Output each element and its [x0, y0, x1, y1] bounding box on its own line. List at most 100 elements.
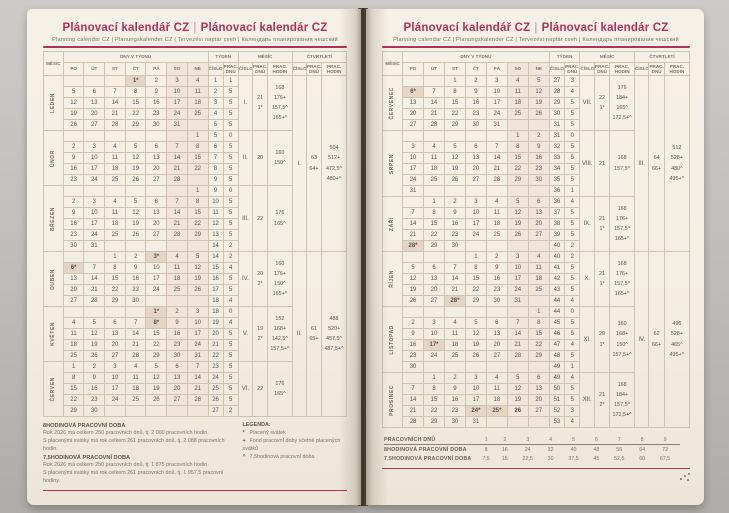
day-cell [104, 306, 126, 319]
day-cell: 3 [485, 75, 508, 88]
day-cell: 4 [485, 196, 508, 209]
week-workdays-cell: 5 [564, 383, 581, 396]
day-cell [506, 240, 529, 253]
day-cell: 11 [166, 262, 188, 275]
heading-75h: 7,5HODINOVÁ PRACOVNÍ DOBA [43, 454, 131, 461]
week-row: KVĚTEN 1* 2 3 18 0 V. 19 2* 152 168+ 142,5^ 157,5+^ [43, 306, 347, 363]
line-75h-b: S placenými svátky má rok celkem 261 pra… [43, 469, 224, 484]
month-workdays-cell: 21 1* [593, 251, 611, 308]
day-cell: 6 [464, 141, 487, 154]
day-cell [402, 130, 425, 143]
quarter-number-cell: IV. [633, 251, 650, 429]
day-cell: 13 [145, 152, 168, 165]
day-cell: 11 [423, 152, 445, 165]
day-cell: 20 [402, 108, 425, 121]
quarter-group-header: ČTVRTLETÍ [291, 50, 348, 63]
day-cell: 6 [527, 196, 550, 209]
day-cell: 11 [104, 207, 126, 220]
day-cell [527, 240, 550, 253]
week-row: 6* 7 8 9 10 11 12 15 4 [44, 262, 347, 275]
day-cell: 26 [83, 350, 106, 363]
day-cell: 16 [464, 97, 487, 110]
week-number-cell: 25 [207, 383, 224, 396]
month-workhours-cell: 152 168+ 142,5^ 157,5+^ [267, 306, 293, 363]
day-cell: 17 [83, 163, 106, 176]
day-cell: 12 [443, 152, 466, 165]
week-workdays-cell: 5 [222, 86, 239, 99]
day-cell: 18 [485, 394, 508, 407]
day-cell: 8 [423, 207, 445, 220]
day-cell: 23 [443, 405, 466, 418]
day-cell: 26 [527, 108, 550, 121]
day-cell: 22 [423, 405, 445, 418]
day-cell: 19 [124, 218, 147, 231]
month-number-header: ČÍSLO [237, 61, 254, 77]
day-cell: 18 [104, 218, 126, 231]
day-cell: 6 [83, 86, 106, 99]
day-cell: 3 [464, 196, 487, 209]
week-workdays-cell: 4 [564, 196, 581, 209]
week-number-cell: 24 [207, 372, 224, 385]
day-cell: 7 [443, 262, 466, 275]
day-cell: 1 [527, 306, 550, 319]
week-row: 9 10 11 12 13 14 15 11 5 [44, 207, 347, 220]
day-cell: 19 [83, 339, 106, 352]
week-workdays-cell: 2 [564, 240, 581, 253]
week-workdays-cell: 3 [564, 405, 581, 418]
quarter-workdays-header: PRAC. DNŮ [305, 61, 323, 77]
week-number-cell: 41 [548, 262, 566, 275]
day-cell: 7 [104, 86, 126, 99]
day-cell: 14 [485, 152, 508, 165]
day-cell [402, 306, 425, 319]
week-workdays-cell: 5 [564, 119, 581, 132]
day-cell [124, 130, 147, 143]
day-cell [423, 185, 445, 198]
quarter-workdays-cell: 62 66+ [648, 251, 665, 429]
day-cell: 16 [83, 383, 106, 396]
day-cell: 30 [166, 350, 188, 363]
calendar-table: MĚSÍC DNY V TÝDNU TÝDEN MĚSÍC ČTVRTLETÍ PO ÚT S… [381, 50, 691, 429]
day-cell: 27 [527, 405, 550, 418]
day-cell: 23 [83, 394, 106, 407]
day-cell: 1 [62, 361, 85, 374]
day-cell: 26 [124, 229, 147, 242]
day-cell: 9 [402, 328, 425, 341]
day-cell: 23 [485, 284, 508, 297]
week-row: 9 10 11 12 13 14 15 46 5 [383, 328, 690, 341]
week-row: 12 13 14 15 16 17 18 42 5 [383, 273, 690, 286]
day-cell [186, 295, 209, 308]
week-workdays-cell: 5 [564, 152, 581, 165]
day-cell [83, 251, 106, 264]
day-cell: 14 [423, 97, 445, 110]
day-cell: 13 [464, 152, 487, 165]
week-number-cell: 5 [207, 119, 224, 132]
week-workdays-cell: 5 [564, 97, 581, 110]
week-row: 16 17* 18 19 20 21 22 47 4 [383, 339, 690, 352]
day-cell: 9 [527, 141, 550, 154]
day-cell: 11 [527, 262, 550, 275]
day-cell: 28 [423, 119, 445, 132]
day-cell: 12 [464, 328, 487, 341]
day-cell: 24 [166, 108, 188, 121]
quarter-workhours-cell: 496 528+ 465^ 495+^ [663, 251, 691, 429]
day-cell: 29 [124, 119, 147, 132]
day-cell: 14 [166, 207, 188, 220]
right-page: Plánovací kalendář CZ | Plánovací kalendár… [366, 9, 704, 505]
day-cell: 30 [124, 295, 147, 308]
day-cell: 8 [506, 141, 529, 154]
day-cell: 27 [464, 174, 487, 187]
conversion-value-cell: 22,5 [522, 455, 533, 462]
week-workdays-cell: 5 [222, 394, 239, 407]
day-cell [145, 185, 168, 198]
day-cell: 3 [506, 251, 529, 264]
week-number-cell: 48 [548, 350, 566, 363]
day-cell: 8 [423, 383, 445, 396]
week-workdays-cell: 4 [222, 295, 239, 308]
day-cell: 17 [145, 273, 168, 286]
week-number-cell: 29 [548, 97, 566, 110]
day-cell: 8 [186, 196, 209, 209]
day-cell: 10 [186, 317, 209, 330]
day-cell: 5 [62, 86, 85, 99]
week-number-cell: 51 [548, 394, 566, 407]
day-cell: 24 [83, 174, 106, 187]
